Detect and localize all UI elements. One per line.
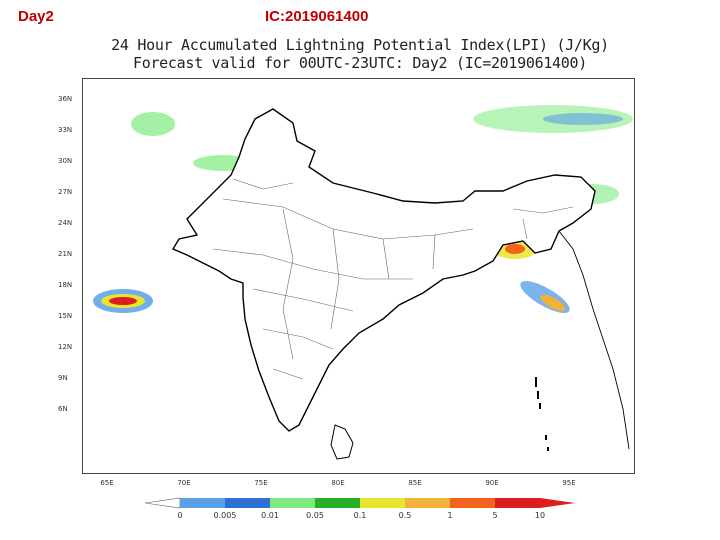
colorbar-segment (225, 498, 270, 508)
latitude-label: 27N (58, 188, 73, 196)
colorbar-label: 5 (492, 511, 498, 520)
colorbar-segment (360, 498, 405, 508)
latitude-label: 12N (58, 343, 73, 351)
colorbar-arrow-left (145, 497, 181, 509)
latitude-label: 18N (58, 281, 73, 289)
latitude-label: 24N (58, 219, 73, 227)
colorbar-segment (315, 498, 360, 508)
colorbar-segment (450, 498, 495, 508)
india-outline (171, 108, 596, 432)
colorbar-label: 0.005 (213, 511, 237, 520)
colorbar-segment (180, 498, 225, 508)
longitude-label: 80E (331, 479, 345, 487)
latitude-label: 30N (58, 157, 73, 165)
colorbar-segment (495, 498, 540, 508)
plot-title-line1: 24 Hour Accumulated Lightning Potential … (111, 36, 609, 54)
colorbar-label: 1 (447, 511, 453, 520)
colorbar-segment (270, 498, 315, 508)
latitude-label: 6N (58, 405, 68, 413)
state-boundaries (212, 178, 574, 380)
lpi-cluster-northwest (131, 112, 175, 136)
longitude-label: 75E (254, 479, 268, 487)
longitude-label: 95E (562, 479, 576, 487)
longitude-label: 85E (408, 479, 422, 487)
lpi-core-myanmar-coast (540, 294, 566, 312)
andaman-islands (535, 377, 549, 451)
longitude-label: 70E (177, 479, 191, 487)
latitude-label: 9N (58, 374, 68, 382)
plot-title-line2: Forecast valid for 00UTC-23UTC: Day2 (IC… (132, 54, 587, 72)
india-map (93, 105, 633, 460)
day-label: Day2 (18, 8, 54, 25)
colorbar-label: 10 (534, 511, 546, 520)
colorbar-segment (405, 498, 450, 508)
sri-lanka-outline (330, 424, 354, 460)
lpi-peak-bangladesh (505, 244, 525, 254)
lpi-peak-arabian-sea (109, 297, 137, 305)
latitude-label: 21N (58, 250, 73, 258)
colorbar-label: 0.1 (353, 511, 367, 520)
colorbar-arrow-right (540, 498, 575, 508)
map-frame (82, 78, 635, 474)
lpi-band-tibet-core (543, 113, 623, 125)
colorbar-label: 0.5 (398, 511, 412, 520)
longitude-label: 65E (100, 479, 114, 487)
colorbar-label: 0.01 (261, 511, 279, 520)
myanmar-coast (558, 230, 630, 450)
colorbar-label: 0 (177, 511, 183, 520)
colorbar (145, 497, 575, 509)
latitude-label: 15N (58, 312, 73, 320)
colorbar-label: 0.05 (306, 511, 324, 520)
longitude-label: 90E (485, 479, 499, 487)
ic-label: IC:2019061400 (265, 8, 369, 25)
latitude-label: 36N (58, 95, 73, 103)
latitude-label: 33N (58, 126, 73, 134)
